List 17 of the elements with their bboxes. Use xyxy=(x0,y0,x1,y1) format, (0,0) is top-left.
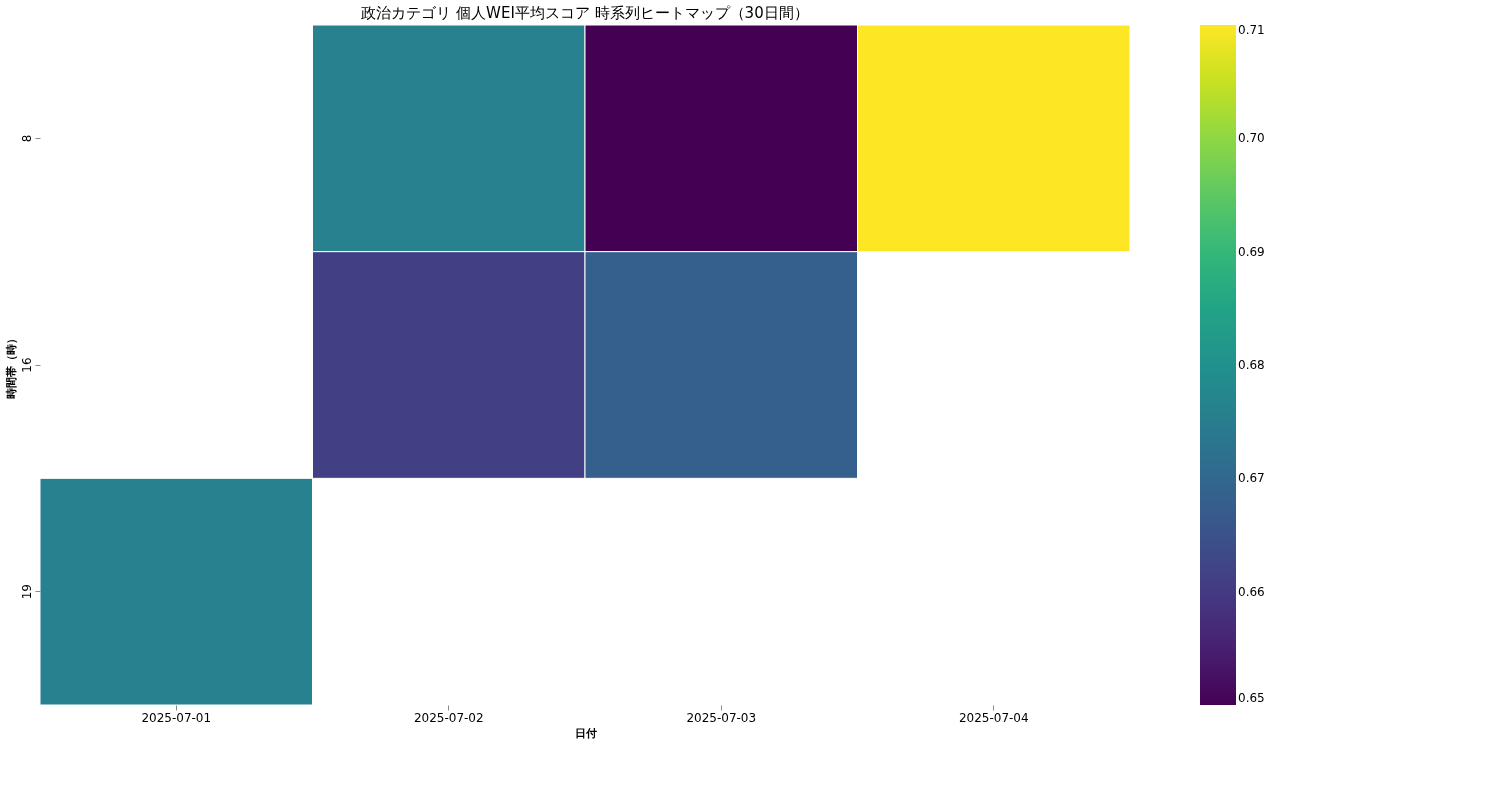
x-tick-label: 2025-07-04 xyxy=(958,710,1029,725)
color-bar-label: 0.71 xyxy=(1238,23,1265,37)
y-axis-title: 時間帯（時） xyxy=(4,332,18,399)
x-tick-label: 2025-07-02 xyxy=(413,710,484,725)
y-tick-label: 19 xyxy=(19,584,34,600)
x-tick-label: 2025-07-01 xyxy=(141,710,212,725)
color-bar-label: 0.66 xyxy=(1238,584,1265,599)
y-tick-label: 16 xyxy=(19,357,34,373)
color-bar-label: 0.65 xyxy=(1238,691,1265,705)
chart-title: 政治カテゴリ 個人WEI平均スコア 時系列ヒートマップ（30日間） xyxy=(361,3,809,22)
color-bar-label: 0.69 xyxy=(1238,244,1265,259)
color-bar-label: 0.68 xyxy=(1238,358,1265,372)
color-bar-label: 0.67 xyxy=(1238,471,1265,486)
x-axis-title: 日付 xyxy=(574,726,597,740)
color-bar-label: 0.70 xyxy=(1238,131,1265,146)
x-tick-label: 2025-07-03 xyxy=(686,710,757,725)
y-tick-label: 8 xyxy=(19,134,34,143)
